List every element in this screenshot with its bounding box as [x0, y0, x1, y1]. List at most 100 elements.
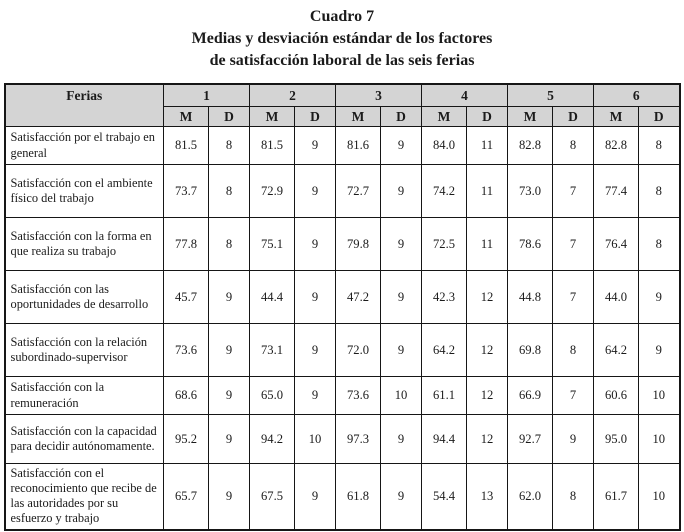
- group-header-feria-5: 5: [507, 83, 594, 107]
- sd-cell: 9: [208, 270, 250, 324]
- mean-cell: 95.0: [593, 414, 639, 464]
- table-row: Satisfacción con la forma en que realiza…: [4, 217, 680, 271]
- row-label: Satisfacción con la capacidad para decid…: [4, 414, 164, 464]
- sd-cell: 7: [552, 376, 594, 415]
- sd-cell: 9: [638, 323, 680, 377]
- sd-cell: 8: [208, 126, 250, 165]
- sd-cell: 9: [380, 463, 422, 530]
- mean-cell: 81.6: [335, 126, 381, 165]
- sd-cell: 10: [638, 414, 680, 464]
- sd-cell: 9: [294, 126, 336, 165]
- mean-cell: 72.0: [335, 323, 381, 377]
- mean-cell: 78.6: [507, 217, 553, 271]
- sd-cell: 8: [208, 217, 250, 271]
- mean-cell: 61.1: [421, 376, 467, 415]
- mean-cell: 76.4: [593, 217, 639, 271]
- mean-cell: 44.0: [593, 270, 639, 324]
- mean-cell: 64.2: [421, 323, 467, 377]
- sd-cell: 8: [552, 126, 594, 165]
- sd-cell: 10: [638, 463, 680, 530]
- group-header-feria-2: 2: [249, 83, 336, 107]
- row-label: Satisfacción con la remuneración: [4, 376, 164, 415]
- sub-header-row: M D M D M D M D M D M D: [5, 106, 680, 127]
- mean-cell: 42.3: [421, 270, 467, 324]
- sd-cell: 8: [638, 126, 680, 165]
- table-row: Satisfacción con la remuneración 68.6 9 65.…: [4, 376, 680, 415]
- mean-cell: 67.5: [249, 463, 295, 530]
- mean-cell: 44.8: [507, 270, 553, 324]
- sd-cell: 9: [380, 217, 422, 271]
- sd-cell: 8: [638, 217, 680, 271]
- mean-cell: 73.0: [507, 164, 553, 218]
- header-mean-4: M: [421, 106, 467, 127]
- sd-cell: 9: [638, 270, 680, 324]
- group-header-feria-4: 4: [421, 83, 508, 107]
- mean-cell: 68.6: [163, 376, 209, 415]
- mean-cell: 84.0: [421, 126, 467, 165]
- mean-cell: 60.6: [593, 376, 639, 415]
- sd-cell: 9: [380, 270, 422, 324]
- table-body: Satisfacción por el trabajo en general 81…: [4, 126, 680, 530]
- sd-cell: 8: [208, 164, 250, 218]
- mean-cell: 81.5: [163, 126, 209, 165]
- mean-cell: 72.7: [335, 164, 381, 218]
- mean-cell: 44.4: [249, 270, 295, 324]
- sd-cell: 8: [552, 323, 594, 377]
- mean-cell: 61.7: [593, 463, 639, 530]
- mean-cell: 79.8: [335, 217, 381, 271]
- sd-cell: 10: [380, 376, 422, 415]
- table-header: Ferias 1 2 3 4 5 6 M D M D M D M D M D M…: [4, 83, 680, 127]
- header-sd-5: D: [552, 106, 594, 127]
- mean-cell: 77.8: [163, 217, 209, 271]
- mean-cell: 74.2: [421, 164, 467, 218]
- row-label: Satisfacción por el trabajo en general: [4, 126, 164, 165]
- mean-cell: 95.2: [163, 414, 209, 464]
- sd-cell: 11: [466, 126, 508, 165]
- sd-cell: 8: [552, 463, 594, 530]
- row-label: Satisfacción con las oportunidades de de…: [4, 270, 164, 324]
- mean-cell: 77.4: [593, 164, 639, 218]
- sd-cell: 7: [552, 270, 594, 324]
- mean-cell: 82.8: [507, 126, 553, 165]
- mean-cell: 92.7: [507, 414, 553, 464]
- mean-cell: 97.3: [335, 414, 381, 464]
- mean-cell: 73.6: [335, 376, 381, 415]
- mean-cell: 81.5: [249, 126, 295, 165]
- table-row: Satisfacción con el ambiente físico del …: [4, 164, 680, 218]
- mean-cell: 65.0: [249, 376, 295, 415]
- sd-cell: 12: [466, 323, 508, 377]
- header-mean-3: M: [335, 106, 381, 127]
- sd-cell: 12: [466, 414, 508, 464]
- sd-cell: 7: [552, 164, 594, 218]
- group-header-feria-6: 6: [593, 83, 680, 107]
- mean-cell: 73.7: [163, 164, 209, 218]
- mean-cell: 75.1: [249, 217, 295, 271]
- mean-cell: 73.1: [249, 323, 295, 377]
- mean-cell: 94.2: [249, 414, 295, 464]
- table-row: Satisfacción con la relación subordinado…: [4, 323, 680, 377]
- header-sd-1: D: [208, 106, 250, 127]
- sd-cell: 9: [294, 463, 336, 530]
- sd-cell: 9: [380, 323, 422, 377]
- sd-cell: 8: [638, 164, 680, 218]
- mean-cell: 82.8: [593, 126, 639, 165]
- header-mean-6: M: [593, 106, 639, 127]
- sd-cell: 10: [294, 414, 336, 464]
- table-row: Satisfacción por el trabajo en general 81…: [4, 126, 680, 165]
- row-label: Satisfacción con el reconocimiento que r…: [4, 463, 164, 530]
- row-label: Satisfacción con el ambiente físico del …: [4, 164, 164, 218]
- header-sd-4: D: [466, 106, 508, 127]
- mean-cell: 94.4: [421, 414, 467, 464]
- sd-cell: 13: [466, 463, 508, 530]
- mean-cell: 45.7: [163, 270, 209, 324]
- mean-cell: 69.8: [507, 323, 553, 377]
- table-row: Satisfacción con la capacidad para decid…: [4, 414, 680, 464]
- header-mean-1: M: [163, 106, 209, 127]
- row-label: Satisfacción con la forma en que realiza…: [4, 217, 164, 271]
- sd-cell: 12: [466, 376, 508, 415]
- header-mean-5: M: [507, 106, 553, 127]
- group-header-row: Ferias 1 2 3 4 5 6: [4, 83, 680, 127]
- group-header-feria-3: 3: [335, 83, 422, 107]
- sd-cell: 9: [294, 164, 336, 218]
